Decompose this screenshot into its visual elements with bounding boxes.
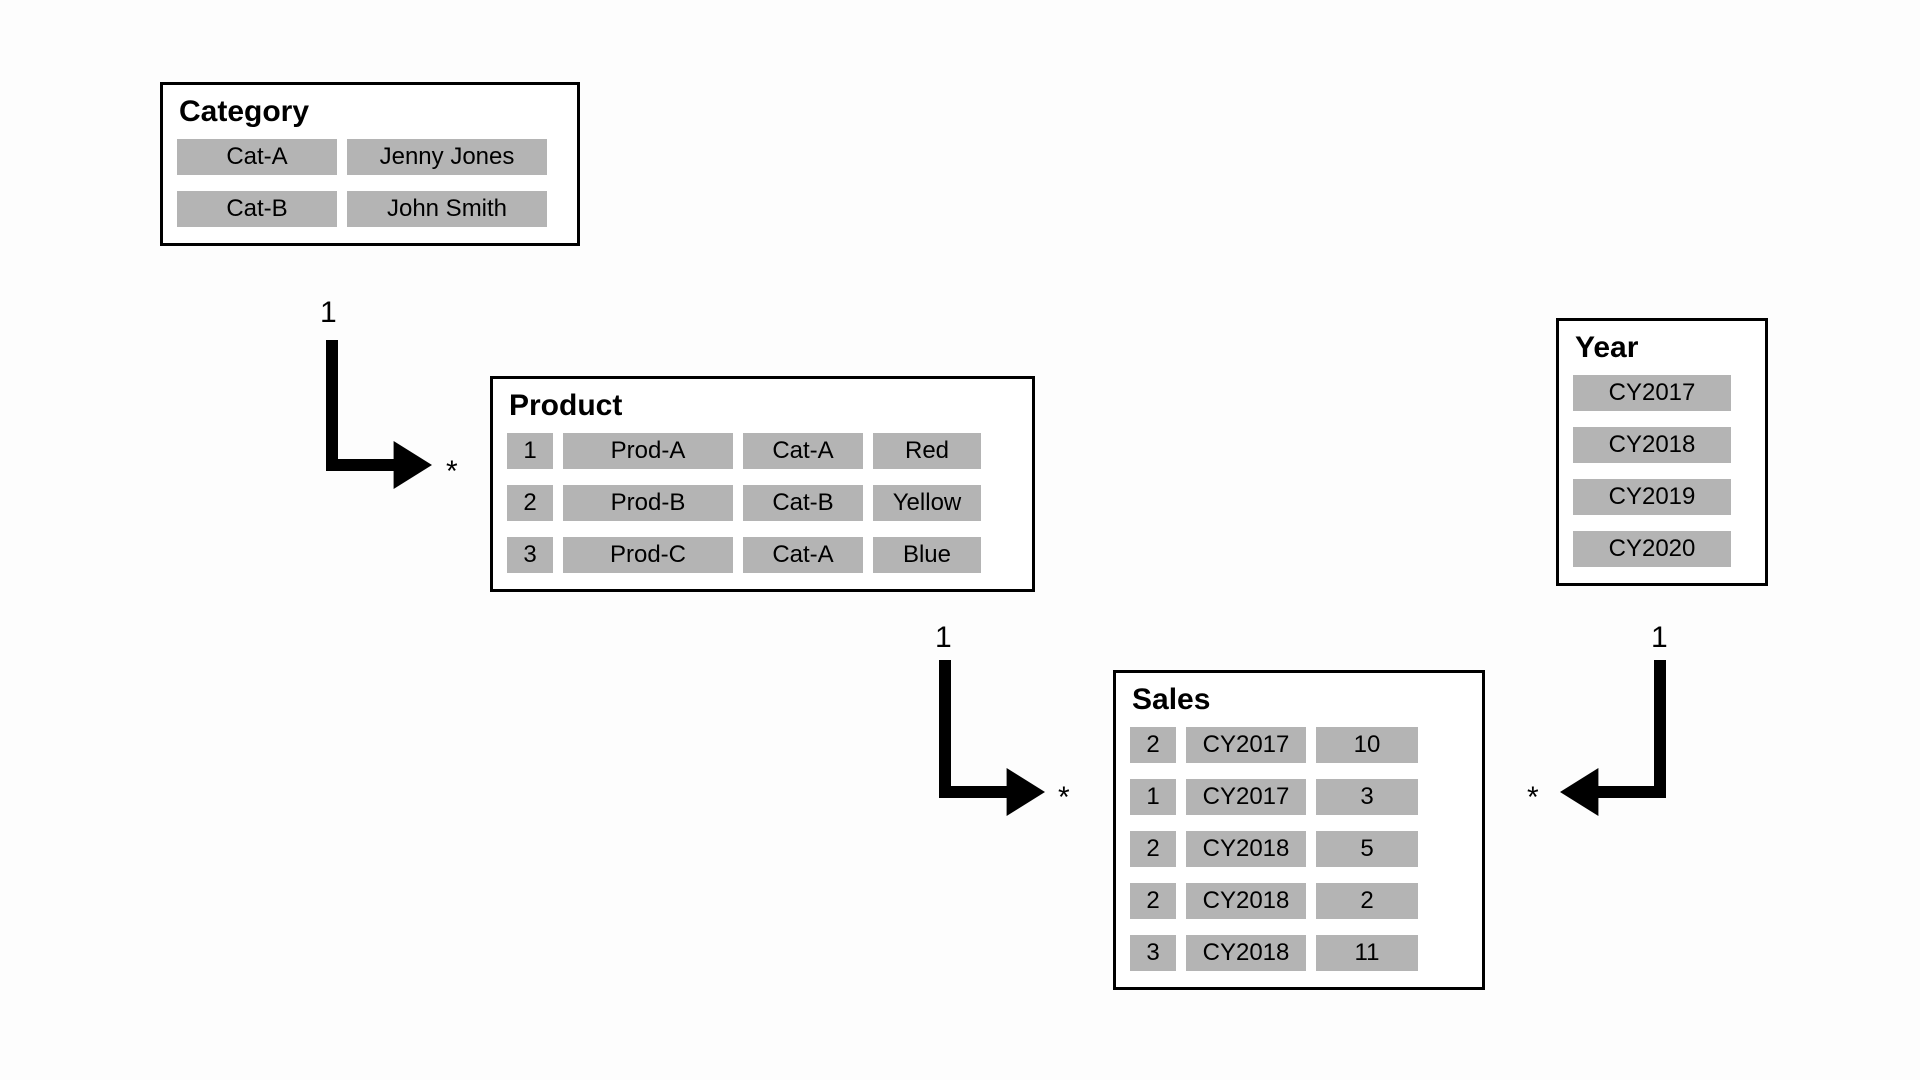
category-cell: Jenny Jones: [347, 139, 547, 175]
year-rows: CY2017 CY2018 CY2019 CY2020: [1573, 375, 1751, 567]
sales-cell: 2: [1130, 727, 1176, 763]
product-cell: Cat-A: [743, 537, 863, 573]
sales-cell: CY2017: [1186, 779, 1306, 815]
product-cell: Blue: [873, 537, 981, 573]
table-row: 3 CY2018 11: [1130, 935, 1468, 971]
product-cell: Yellow: [873, 485, 981, 521]
table-row: 2 CY2018 5: [1130, 831, 1468, 867]
product-cell: Prod-A: [563, 433, 733, 469]
product-cell: Prod-B: [563, 485, 733, 521]
table-row: CY2017: [1573, 375, 1751, 411]
sales-cell: 11: [1316, 935, 1418, 971]
product-cell: 1: [507, 433, 553, 469]
product-to-sales-connector: [945, 660, 1033, 792]
diagram-canvas: Category Cat-A Jenny Jones Cat-B John Smith P…: [0, 0, 1920, 1080]
sales-cell: CY2018: [1186, 831, 1306, 867]
sales-cell: 10: [1316, 727, 1418, 763]
sales-cell: 3: [1130, 935, 1176, 971]
product-to-sales-cardinality: *: [1058, 781, 1070, 815]
product-cell: 3: [507, 537, 553, 573]
sales-cell: CY2018: [1186, 935, 1306, 971]
sales-cell: CY2017: [1186, 727, 1306, 763]
table-row: CY2020: [1573, 531, 1751, 567]
sales-title: Sales: [1132, 683, 1468, 717]
product-cell: 2: [507, 485, 553, 521]
category-cell: Cat-A: [177, 139, 337, 175]
sales-cell: 1: [1130, 779, 1176, 815]
sales-cell: 2: [1316, 883, 1418, 919]
year-to-sales-cardinality: 1: [1651, 621, 1668, 655]
sales-cell: 3: [1316, 779, 1418, 815]
sales-entity: Sales2CY2017101CY201732CY201852CY201823C…: [1113, 670, 1485, 990]
year-cell: CY2017: [1573, 375, 1731, 411]
sales-cell: CY2018: [1186, 883, 1306, 919]
product-entity: Product 1 Prod-A Cat-A Red 2 Prod-B Cat-B Yellow…: [490, 376, 1035, 592]
sales-cell: 2: [1130, 883, 1176, 919]
year-to-sales-cardinality: *: [1527, 781, 1539, 815]
product-cell: Cat-B: [743, 485, 863, 521]
product-rows: 1 Prod-A Cat-A Red 2 Prod-B Cat-B Yellow 3 Prod-C…: [507, 433, 1018, 573]
year-cell: CY2020: [1573, 531, 1731, 567]
category-entity: Category Cat-A Jenny Jones Cat-B John Smith: [160, 82, 580, 246]
product-title: Product: [509, 389, 1018, 423]
category-to-product-cardinality: 1: [320, 296, 337, 330]
table-row: 2 Prod-B Cat-B Yellow: [507, 485, 1018, 521]
table-row: CY2019: [1573, 479, 1751, 515]
category-rows: Cat-A Jenny Jones Cat-B John Smith: [177, 139, 563, 227]
table-row: 3 Prod-C Cat-A Blue: [507, 537, 1018, 573]
table-row: 1 Prod-A Cat-A Red: [507, 433, 1018, 469]
year-cell: CY2018: [1573, 427, 1731, 463]
product-to-sales-cardinality: 1: [935, 621, 952, 655]
category-cell: John Smith: [347, 191, 547, 227]
sales-rows: 2 CY2017 10 1 CY2017 3 2 CY2018 5 2 CY2018 2 3 CY2018…: [1130, 727, 1468, 971]
category-cell: Cat-B: [177, 191, 337, 227]
table-row: 2 CY2017 10: [1130, 727, 1468, 763]
category-to-product-cardinality: *: [446, 455, 458, 489]
product-cell: Cat-A: [743, 433, 863, 469]
product-cell: Red: [873, 433, 981, 469]
category-title: Category: [179, 95, 563, 129]
table-row: Cat-A Jenny Jones: [177, 139, 563, 175]
sales-cell: 5: [1316, 831, 1418, 867]
table-row: Cat-B John Smith: [177, 191, 563, 227]
table-row: 2 CY2018 2: [1130, 883, 1468, 919]
table-row: CY2018: [1573, 427, 1751, 463]
product-cell: Prod-C: [563, 537, 733, 573]
sales-cell: 2: [1130, 831, 1176, 867]
year-title: Year: [1575, 331, 1751, 365]
category-to-product-connector: [332, 340, 420, 465]
year-cell: CY2019: [1573, 479, 1731, 515]
year-entity: Year CY2017 CY2018 CY2019 CY2020: [1556, 318, 1768, 586]
year-to-sales-connector: [1572, 660, 1660, 792]
table-row: 1 CY2017 3: [1130, 779, 1468, 815]
